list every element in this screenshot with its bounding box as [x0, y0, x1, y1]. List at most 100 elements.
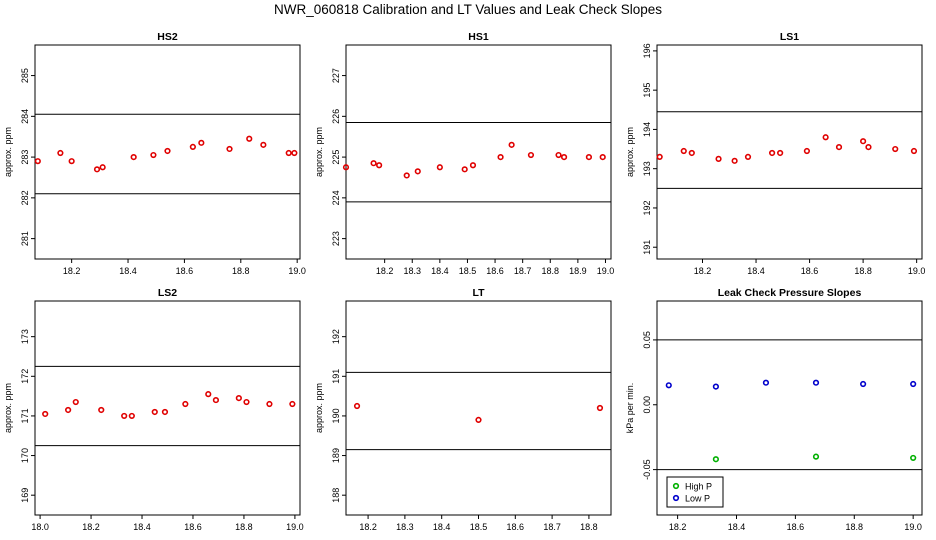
x-tick-label: 19.0: [904, 522, 922, 532]
x-tick-label: 19.0: [597, 266, 615, 276]
y-axis-label: approx. ppm: [3, 383, 13, 433]
data-point: [128, 412, 135, 420]
y-tick-label: 227: [331, 68, 341, 83]
x-tick-label: 18.6: [801, 266, 819, 276]
data-point: [527, 151, 535, 159]
y-tick-label: 226: [331, 109, 341, 124]
legend-box: [666, 476, 724, 508]
chart-panel: HS1 18.2 18.3 18.4 18.5 18.6 18.7 18.8 18.9 19.0 2…: [314, 31, 614, 276]
y-tick-label: 283: [20, 150, 30, 165]
data-point: [198, 139, 205, 146]
y-tick-label: 196: [642, 43, 652, 58]
data-point: [72, 398, 79, 406]
y-tick-label: 190: [331, 408, 341, 423]
data-point: [414, 168, 421, 175]
data-point: [260, 141, 267, 148]
data-point: [835, 143, 843, 151]
data-point: [99, 164, 106, 171]
data-point: [910, 380, 917, 388]
y-tick-label: 193: [642, 161, 652, 176]
data-point: [680, 147, 687, 155]
data-point: [769, 149, 776, 157]
chart-title: LT: [472, 287, 485, 299]
y-tick-label: 194: [642, 122, 652, 137]
data-point: [34, 158, 41, 165]
x-tick-label: 18.9: [569, 266, 587, 276]
y-tick-label: 285: [20, 68, 30, 83]
legend-label: Low P: [685, 494, 710, 504]
data-point: [812, 453, 820, 460]
y-tick-label: 195: [642, 83, 652, 98]
x-tick-label: 18.8: [542, 266, 560, 276]
data-point: [266, 400, 273, 408]
data-point: [744, 153, 752, 161]
y-tick-label: 224: [331, 190, 341, 205]
x-tick-label: 19.0: [286, 522, 304, 532]
data-point: [370, 160, 377, 167]
chart-panel: LS2 18.0 18.2 18.4 18.6 18.8 19.0 169 170 171 172 1…: [3, 287, 304, 532]
data-point: [596, 404, 604, 412]
chart-title: LS2: [158, 287, 177, 299]
y-tick-label: 223: [331, 231, 341, 246]
legend-marker: [672, 482, 680, 490]
y-tick-label: 171: [20, 408, 30, 423]
data-point: [205, 391, 212, 398]
x-tick-label: 18.4: [728, 522, 746, 532]
x-tick-label: 18.0: [31, 522, 49, 532]
y-tick-label: 169: [20, 488, 30, 503]
data-point: [731, 157, 738, 164]
x-tick-label: 18.6: [184, 522, 202, 532]
x-tick-label: 18.8: [854, 266, 872, 276]
x-tick-label: 18.3: [403, 266, 421, 276]
legend-marker: [672, 494, 680, 502]
y-tick-label: 172: [20, 369, 30, 384]
x-tick-label: 18.6: [486, 266, 504, 276]
data-point: [475, 416, 482, 423]
chart-title: LS1: [780, 31, 799, 43]
data-point: [376, 162, 383, 169]
y-tick-label: 170: [20, 448, 30, 463]
x-tick-label: 18.5: [459, 266, 477, 276]
x-tick-label: 18.2: [376, 266, 394, 276]
y-axis-label: approx. ppm: [314, 127, 324, 177]
x-tick-label: 18.2: [669, 522, 687, 532]
data-point: [555, 151, 562, 159]
data-point: [342, 164, 350, 171]
plot-frame: [345, 44, 612, 260]
chart-title: Leak Check Pressure Slopes: [718, 287, 862, 299]
data-point: [164, 147, 171, 155]
x-tick-label: 18.4: [133, 522, 151, 532]
data-point: [803, 147, 810, 155]
y-axis-label: approx. ppm: [314, 383, 324, 433]
y-tick-label: 192: [642, 200, 652, 215]
data-point: [762, 379, 770, 386]
x-tick-label: 18.7: [543, 522, 561, 532]
x-tick-label: 19.0: [908, 266, 926, 276]
data-point: [98, 406, 105, 414]
data-point: [246, 135, 253, 142]
data-point: [42, 410, 49, 418]
data-point: [189, 143, 196, 151]
legend-label: High P: [685, 482, 712, 492]
data-point: [353, 402, 361, 410]
y-tick-label: 0.05: [642, 331, 652, 349]
x-tick-label: 18.6: [787, 522, 805, 532]
page-title: NWR_060818 Calibration and LT Values and…: [274, 2, 662, 17]
data-point: [93, 166, 101, 173]
data-point: [285, 149, 292, 157]
chart-title: HS1: [468, 31, 489, 43]
x-tick-label: 18.2: [359, 522, 377, 532]
x-tick-label: 18.4: [431, 266, 449, 276]
data-point: [57, 149, 64, 157]
data-point: [865, 143, 872, 151]
data-point: [461, 166, 468, 173]
x-tick-label: 18.7: [514, 266, 532, 276]
y-axis-label: kPa per min.: [625, 383, 635, 434]
data-point: [469, 162, 477, 169]
x-tick-label: 18.8: [232, 266, 250, 276]
x-tick-label: 18.4: [747, 266, 765, 276]
data-point: [289, 400, 296, 408]
x-tick-label: 18.6: [507, 522, 525, 532]
x-tick-label: 18.2: [63, 266, 81, 276]
